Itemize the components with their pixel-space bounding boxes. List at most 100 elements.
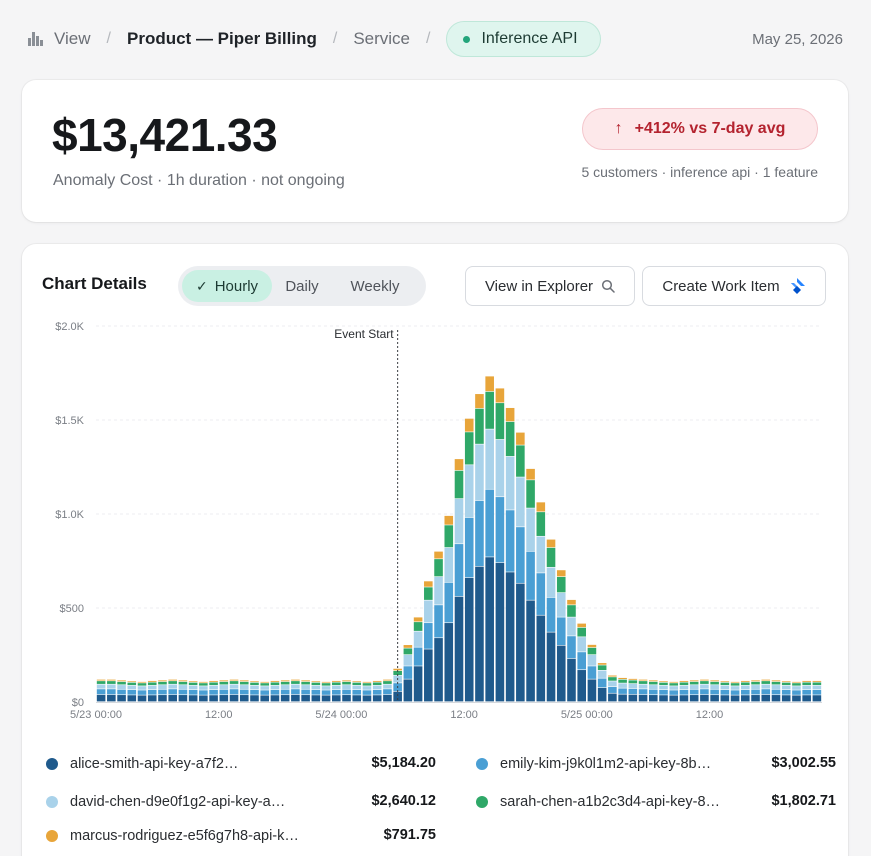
bar-segment-marcus — [372, 680, 382, 682]
bar-segment-alice — [301, 695, 310, 702]
bar-segment-emily — [669, 690, 679, 695]
bar-segment-marcus — [158, 680, 167, 682]
bar-segment-david — [403, 655, 413, 666]
bar-segment-sarah — [383, 681, 392, 684]
bar-segment-marcus — [137, 681, 147, 683]
legend-dot-icon — [46, 830, 58, 842]
bar-segment-alice — [403, 679, 413, 702]
anomaly-meta: 5 customers · inference api · 1 feature — [581, 164, 818, 180]
bar-segment-emily — [546, 597, 556, 632]
bar-segment-emily — [188, 689, 198, 695]
bar-segment-sarah — [311, 682, 321, 686]
bar-segment-david — [188, 685, 198, 690]
bar-segment-sarah — [546, 547, 556, 567]
bar-segment-david — [372, 685, 382, 690]
bar-segment-sarah — [556, 576, 566, 593]
bar-segment-marcus — [362, 681, 372, 683]
bar-segment-marcus — [812, 680, 822, 682]
bar-segment-david — [413, 631, 423, 647]
bar-segment-alice — [454, 596, 464, 702]
bar-segment-marcus — [771, 680, 781, 682]
bar-segment-marcus — [178, 680, 188, 682]
bar-segment-alice — [628, 694, 638, 702]
bar-segment-emily — [751, 689, 760, 695]
tab-daily[interactable]: Daily — [285, 277, 319, 295]
bar-segment-david — [209, 685, 218, 690]
bar-segment-alice — [188, 695, 198, 702]
bar-segment-marcus — [638, 679, 648, 681]
breadcrumb-service[interactable]: Service — [353, 29, 410, 48]
bar-segment-marcus — [464, 418, 474, 432]
legend-item[interactable]: david-chen-d9e0f1g2-api-key-a… — [46, 794, 285, 810]
bar-segment-emily — [250, 689, 259, 695]
bar-segment-emily — [352, 689, 362, 695]
y-tick-label: $2.0K — [55, 321, 84, 333]
bar-segment-sarah — [199, 683, 208, 686]
bar-segment-emily — [648, 689, 658, 695]
bar-segment-alice — [117, 695, 126, 702]
bar-segment-david — [260, 686, 270, 690]
x-tick-label: 5/23 00:00 — [70, 709, 122, 721]
bar-segment-alice — [444, 623, 454, 702]
legend-item[interactable]: emily-kim-j9k0l1m2-api-key-8b… — [476, 756, 711, 772]
tab-hourly[interactable]: ✓ Hourly — [182, 270, 272, 302]
bar-segment-emily — [434, 605, 443, 638]
bar-segment-emily — [342, 689, 351, 695]
bar-segment-david — [239, 685, 249, 689]
bar-segment-emily — [700, 689, 709, 695]
legend-item[interactable]: sarah-chen-a1b2c3d4-api-key-8… — [476, 794, 720, 810]
bar-segment-sarah — [413, 622, 423, 631]
bar-segment-sarah — [158, 681, 167, 685]
service-pill[interactable]: Inference API — [446, 21, 601, 57]
breadcrumb-product[interactable]: Product — Piper Billing — [127, 29, 317, 48]
bar-segment-marcus — [168, 679, 177, 681]
bar-segment-david — [352, 685, 362, 690]
bar-segment-sarah — [209, 682, 218, 686]
bar-segment-marcus — [270, 680, 280, 682]
bar-segment-sarah — [741, 682, 750, 686]
bar-segment-emily — [311, 689, 321, 695]
bar-segment-marcus — [424, 581, 433, 587]
legend-item[interactable]: alice-smith-api-key-a7f2… — [46, 756, 238, 772]
create-work-item-button[interactable]: Create Work Item — [642, 266, 826, 306]
legend-item[interactable]: marcus-rodriguez-e5f6g7h8-api-k… — [46, 828, 299, 844]
bar-segment-david — [638, 684, 648, 689]
bar-segment-emily — [771, 689, 781, 695]
bar-segment-marcus — [710, 680, 719, 682]
bar-segment-emily — [424, 623, 433, 649]
bar-segment-emily — [485, 489, 494, 557]
bar-segment-emily — [628, 688, 638, 695]
bar-segment-david — [270, 685, 280, 690]
bar-segment-sarah — [280, 681, 290, 685]
bar-segment-sarah — [700, 681, 709, 684]
bar-segment-sarah — [147, 682, 157, 686]
bar-segment-alice — [618, 694, 627, 702]
x-tick-label: 5/24 00:00 — [315, 709, 367, 721]
bar-segment-alice — [260, 695, 270, 702]
bar-segment-marcus — [413, 617, 423, 622]
bar-segment-emily — [659, 689, 668, 695]
legend-dot-icon — [46, 796, 58, 808]
tab-weekly[interactable]: Weekly — [350, 277, 400, 295]
x-tick-label: 12:00 — [696, 709, 724, 721]
arrow-up-icon: ↑ — [614, 120, 623, 137]
cost-chart: $0 $500 $1.0K $1.5K $2.0K 5/23 00:00 12:00 5/24… — [55, 321, 822, 721]
breadcrumb-separator: / — [332, 30, 338, 47]
view-in-explorer-button[interactable]: View in Explorer — [465, 266, 635, 306]
legend-label: david-chen-d9e0f1g2-api-key-a… — [70, 794, 286, 810]
bar-segment-david — [679, 685, 689, 690]
bar-segment-emily — [260, 690, 270, 695]
bar-segment-sarah — [648, 681, 658, 685]
bar-segment-emily — [454, 544, 464, 597]
bar-segment-alice — [577, 670, 586, 702]
bar-segment-alice — [219, 695, 229, 702]
bar-segment-alice — [434, 638, 443, 702]
bar-segment-alice — [556, 645, 566, 702]
bar-segment-marcus — [495, 388, 505, 403]
bar-segment-emily — [556, 617, 566, 645]
bar-segment-emily — [413, 647, 423, 666]
bar-segment-marcus — [792, 681, 801, 683]
bar-segment-emily — [270, 689, 280, 695]
bar-segment-emily — [209, 689, 218, 695]
breadcrumb-view[interactable]: View — [28, 29, 91, 49]
